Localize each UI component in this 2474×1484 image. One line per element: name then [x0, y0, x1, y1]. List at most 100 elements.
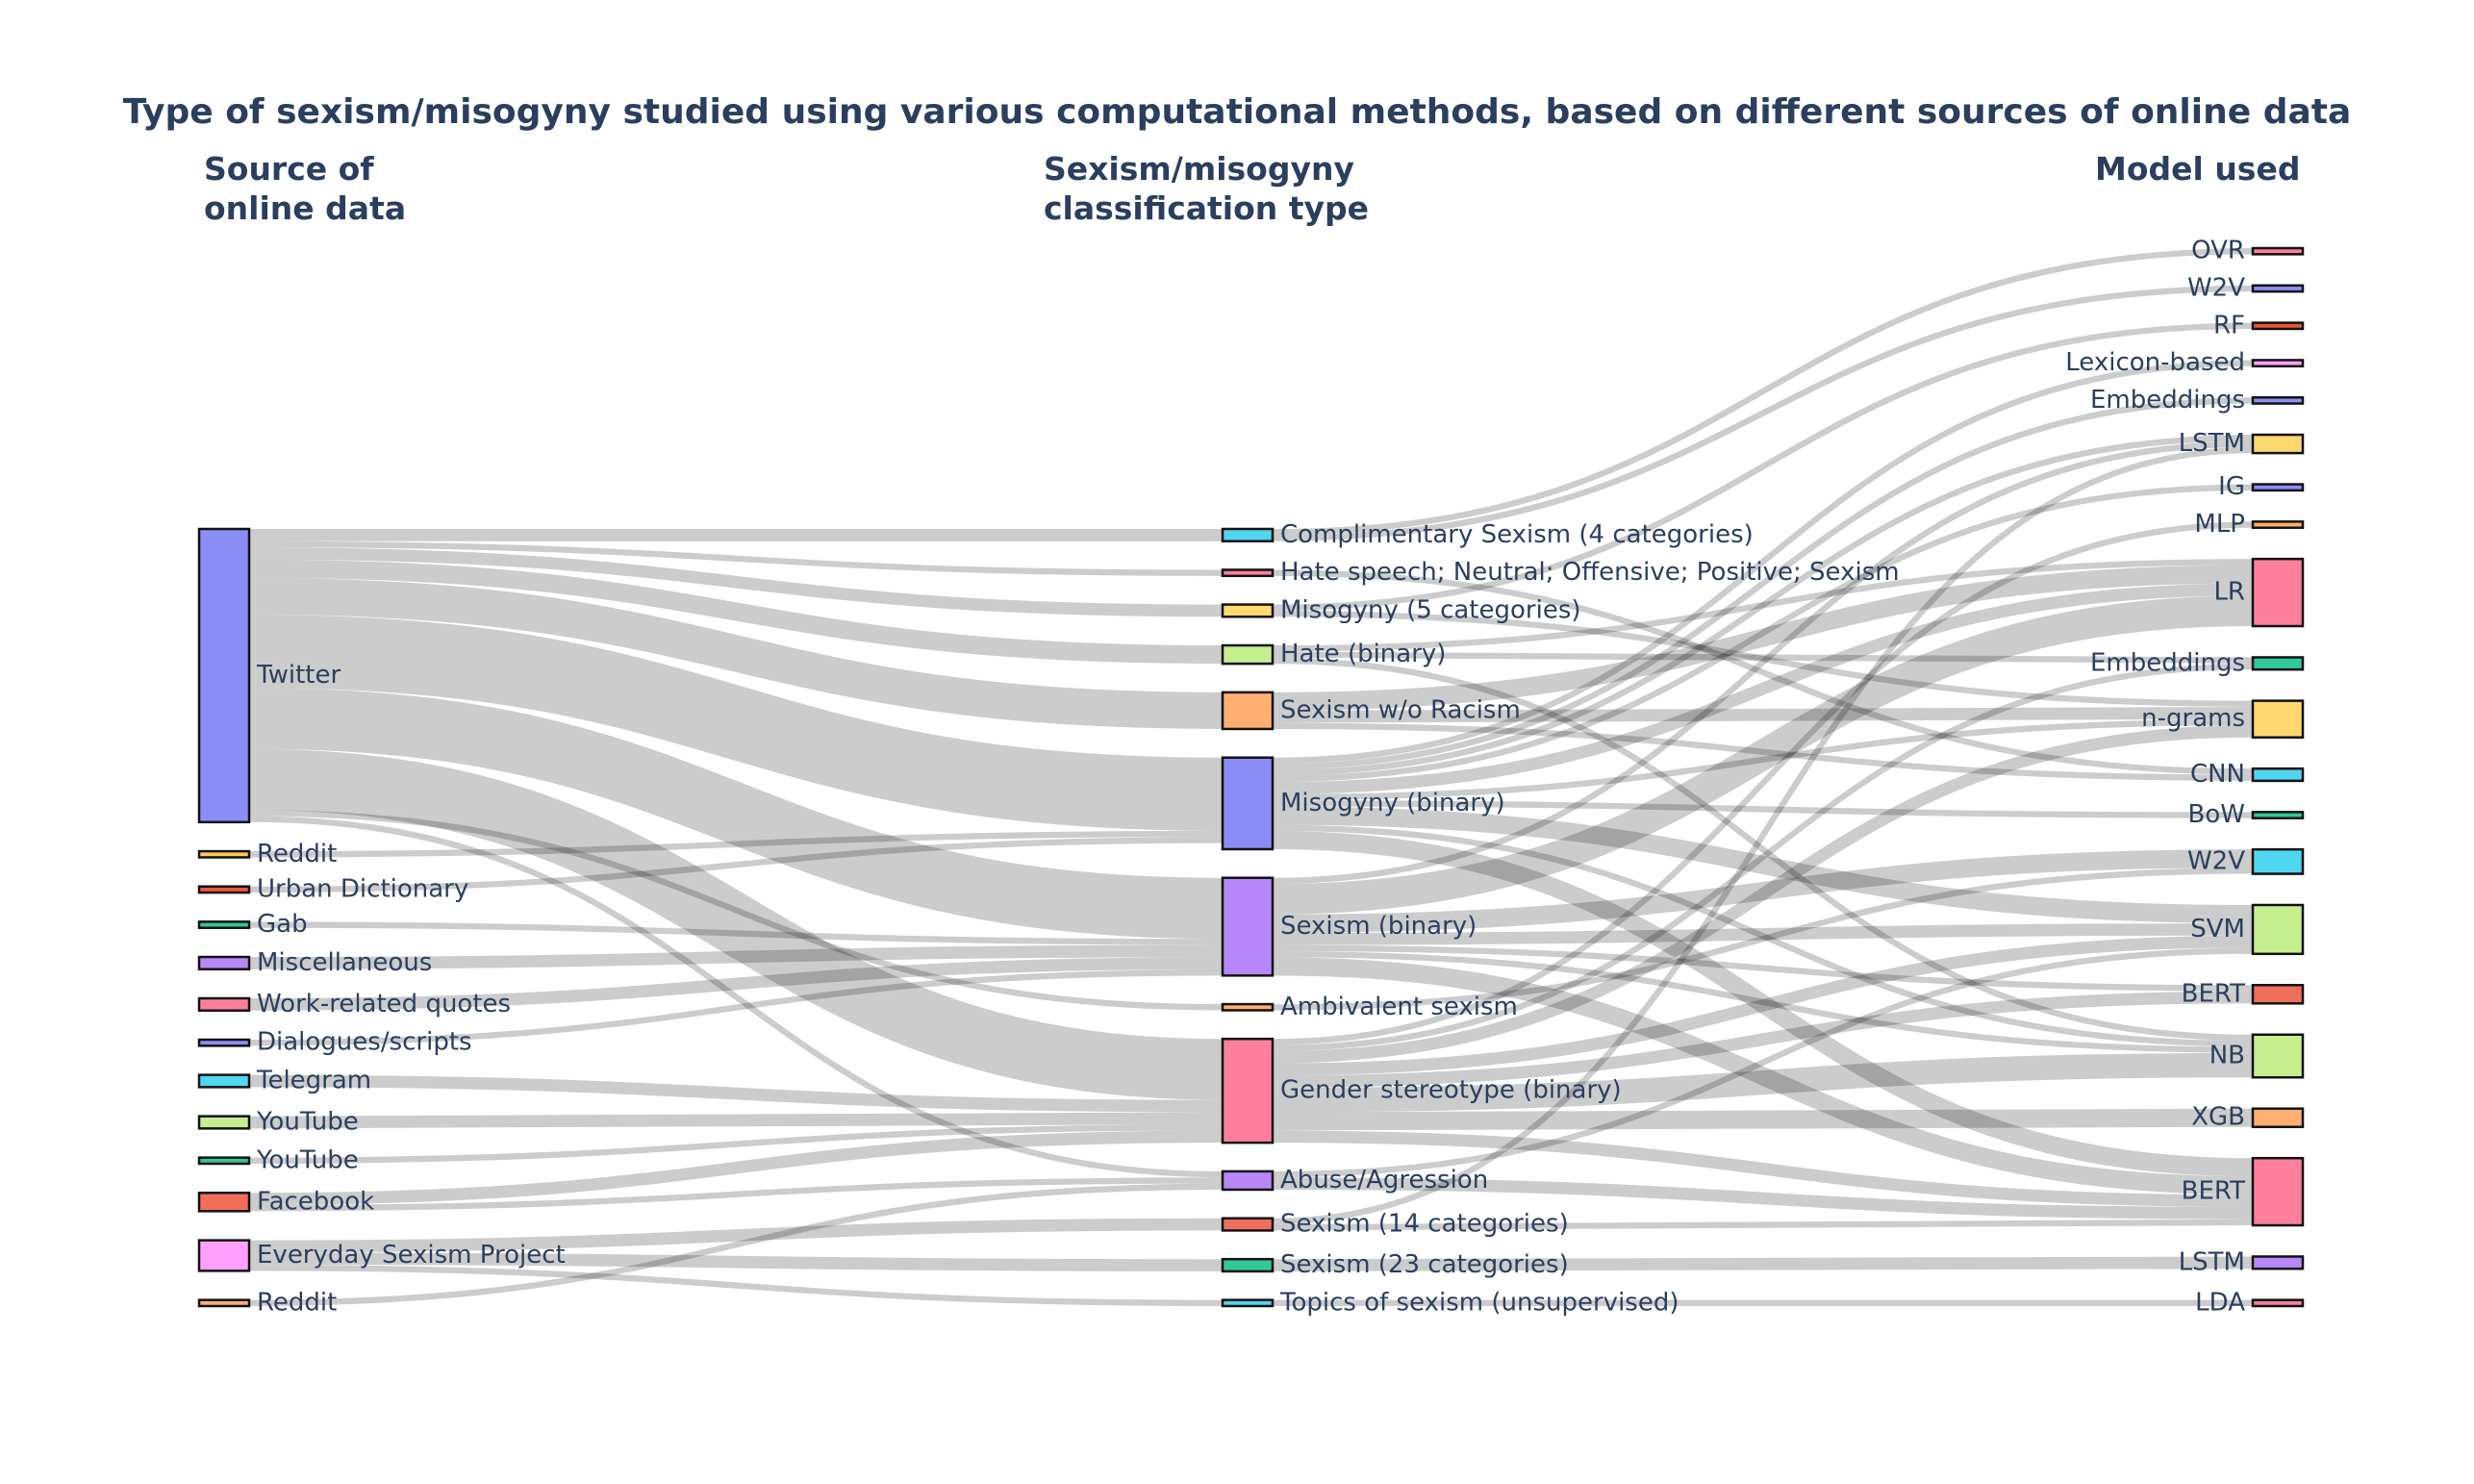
link-sexb-bert2 — [1272, 957, 2254, 1195]
node-hateb[interactable] — [1221, 643, 1275, 666]
node-lstm1[interactable] — [2251, 433, 2305, 455]
node-bert2[interactable] — [2251, 1156, 2305, 1227]
node-telegram[interactable] — [197, 1073, 251, 1089]
link-hateb-lr — [1272, 559, 2254, 652]
node-dialogues[interactable] — [197, 1038, 251, 1047]
node-label-youtube2: YouTube — [256, 1145, 359, 1174]
node-label-urban: Urban Dictionary — [257, 874, 468, 903]
link-gender-svm — [1272, 935, 2254, 1076]
node-label-dialogues: Dialogues/scripts — [257, 1028, 472, 1057]
link-twitter-misob — [248, 614, 1224, 831]
node-cnn[interactable] — [2251, 767, 2305, 783]
link-twitter-amb — [248, 810, 1224, 1011]
node-w2v2[interactable] — [2251, 847, 2305, 875]
link-misob-nb — [1272, 824, 2254, 1047]
node-lr[interactable] — [2251, 557, 2305, 628]
node-hatesp[interactable] — [1221, 568, 1275, 578]
link-facebook-gender — [248, 1130, 1224, 1205]
node-swr[interactable] — [1221, 691, 1275, 731]
link-sex14-lstm1 — [1272, 446, 2254, 1225]
node-lda[interactable] — [2251, 1298, 2305, 1308]
node-label-youtube1: YouTube — [256, 1107, 359, 1136]
column-header-type-line2: classification type — [1044, 189, 1369, 227]
node-label-facebook: Facebook — [257, 1187, 374, 1216]
node-xgb[interactable] — [2251, 1107, 2305, 1128]
node-reddit1[interactable] — [197, 849, 251, 859]
node-lex[interactable] — [2251, 359, 2305, 368]
link-gender-emb2 — [1272, 663, 2254, 1051]
node-sex14[interactable] — [1221, 1217, 1275, 1232]
node-misob[interactable] — [1221, 756, 1275, 851]
node-label-emb2: Embeddings — [2090, 648, 2245, 677]
node-label-misc: Miscellaneous — [257, 948, 432, 977]
node-sex23[interactable] — [1221, 1257, 1275, 1273]
node-sexb[interactable] — [1221, 876, 1275, 977]
node-label-rf: RF — [2213, 311, 2245, 340]
node-topics[interactable] — [1221, 1298, 1275, 1308]
node-emb1[interactable] — [2251, 395, 2305, 405]
node-youtube2[interactable] — [197, 1156, 251, 1166]
node-label-sexb: Sexism (binary) — [1280, 912, 1477, 941]
node-emb2[interactable] — [2251, 656, 2305, 671]
node-lstm2[interactable] — [2251, 1255, 2305, 1270]
link-hatesp-cnn — [1272, 569, 2254, 775]
node-amb[interactable] — [1221, 1002, 1275, 1012]
node-label-sex14: Sexism (14 categories) — [1280, 1210, 1569, 1239]
node-everyday[interactable] — [197, 1239, 251, 1272]
link-gender-xgb — [1272, 1108, 2254, 1131]
node-nb[interactable] — [2251, 1033, 2305, 1079]
node-comp[interactable] — [1221, 527, 1275, 542]
node-w2v1[interactable] — [2251, 284, 2305, 293]
link-youtube1-gender — [248, 1112, 1224, 1129]
link-everyday-sex14 — [248, 1218, 1224, 1253]
node-work[interactable] — [197, 996, 251, 1012]
nodes-layer: Twitter Reddit Urban Dictionary Gab Miscella… — [197, 237, 2305, 1317]
link-misob-emb1 — [1272, 397, 2254, 770]
node-label-hatesp: Hate speech; Neutral; Offensive; Positiv… — [1280, 558, 1900, 587]
link-dialogues-sexb — [248, 968, 1224, 1046]
link-comp-ovr — [1272, 248, 2254, 536]
node-label-comp: Complimentary Sexism (4 categories) — [1280, 520, 1754, 549]
node-label-hateb: Hate (binary) — [1280, 640, 1446, 668]
node-bow[interactable] — [2251, 811, 2305, 819]
node-facebook[interactable] — [197, 1192, 251, 1213]
link-twitter-gender — [248, 748, 1224, 1100]
node-misc[interactable] — [197, 955, 251, 970]
node-reddit2[interactable] — [197, 1298, 251, 1308]
node-rf[interactable] — [2251, 321, 2305, 331]
link-twitter-swr — [248, 577, 1224, 729]
node-abuse[interactable] — [1221, 1170, 1275, 1192]
link-sexb-svm — [1272, 923, 2254, 945]
link-reddit2-abuse — [248, 1183, 1224, 1306]
node-svm[interactable] — [2251, 903, 2305, 956]
node-twitter[interactable] — [197, 527, 251, 824]
column-header-model-line1: Model used — [2095, 150, 2300, 188]
node-ig[interactable] — [2251, 483, 2305, 492]
node-label-work: Work-related quotes — [257, 990, 511, 1019]
node-label-lstm1: LSTM — [2179, 429, 2245, 458]
link-gender-ngrams — [1272, 725, 2254, 1064]
link-twitter-hatesp — [248, 541, 1224, 576]
node-youtube1[interactable] — [197, 1115, 251, 1130]
node-gender[interactable] — [1221, 1037, 1275, 1144]
node-ngrams[interactable] — [2251, 699, 2305, 739]
node-label-svm: SVM — [2190, 915, 2245, 943]
link-twitter-miso5 — [248, 547, 1224, 617]
node-gab[interactable] — [197, 920, 251, 929]
chart-title: Type of sexism/misogyny studied using va… — [123, 92, 2352, 132]
node-label-everyday: Everyday Sexism Project — [257, 1241, 566, 1270]
link-sexb-lr — [1272, 595, 2254, 915]
node-label-reddit2: Reddit — [257, 1288, 337, 1317]
link-misob-lstm1 — [1272, 435, 2254, 776]
node-miso5[interactable] — [1221, 603, 1275, 618]
node-urban[interactable] — [197, 885, 251, 894]
link-twitter-hateb — [248, 559, 1224, 665]
link-sexb-w2v2 — [1272, 849, 2254, 933]
node-label-swr: Sexism w/o Racism — [1280, 695, 1521, 724]
node-ovr[interactable] — [2251, 246, 2305, 256]
node-mlp[interactable] — [2251, 520, 2305, 529]
node-bert1[interactable] — [2251, 984, 2305, 1005]
node-label-ngrams: n-grams — [2141, 704, 2245, 733]
link-misc-sexb — [248, 944, 1224, 969]
node-label-amb: Ambivalent sexism — [1280, 993, 1518, 1021]
